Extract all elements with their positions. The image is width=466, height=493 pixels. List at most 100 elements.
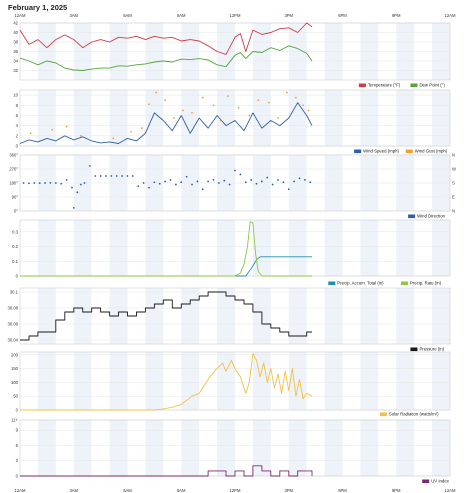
data-point [185,175,188,178]
data-point [110,175,113,177]
series-line [20,465,313,477]
series-line [20,352,313,411]
y-tick-label: 36 [13,49,18,54]
y-tick-label: 3 [16,458,19,463]
hour-band [432,90,450,146]
data-point [173,117,175,119]
hour-band [109,90,128,146]
data-point [158,182,161,185]
hour-band [360,352,379,410]
x-tick-label-top: 12AM [15,13,26,18]
hour-band [288,352,307,410]
data-point [33,182,36,184]
y-tick-label: 30.06 [8,322,19,327]
data-point [302,104,304,107]
data-point [223,179,226,182]
data-point [153,181,156,184]
y-tick-label: 2 [16,133,19,138]
data-point [248,114,251,117]
hour-band [181,352,200,410]
panel-frame [19,287,451,345]
data-point [155,91,158,94]
x-tick-label-top: 6PM [338,13,347,18]
data-point [76,191,79,194]
data-point [44,182,46,184]
hour-band [252,420,271,476]
y-tick-label: 0.2 [12,244,18,249]
data-point [260,180,263,183]
legend-label: Wind Speed (mph) [363,149,399,154]
x-tick-label-top: 3PM [284,13,293,18]
data-point [94,175,97,177]
data-point [88,164,91,167]
data-point [140,127,143,130]
hour-band [73,352,92,410]
data-point [180,181,183,184]
data-point [80,183,82,186]
hour-band [217,220,235,276]
y-tick-label: 6 [16,113,19,118]
hour-band [145,90,164,146]
data-point [65,178,68,181]
y-tick-label: 150 [11,366,19,371]
hour-band [252,90,271,146]
y-tick-label: 30.08 [8,306,19,311]
legend-swatch [410,347,418,352]
y-tick-label-right: E [452,195,455,200]
panel-solar: 0 50 100 150 200 Solar Radiation (watts/m²) [11,351,451,417]
hour-band [73,220,92,276]
hour-band [37,352,56,410]
data-point [191,183,193,186]
legend-label: Dew Point (°) [419,83,445,88]
hour-band [181,288,200,344]
data-point [121,175,124,177]
data-point [65,125,68,128]
y-tick-label: 42 [13,21,18,26]
hour-band [252,220,271,276]
legend-swatch [354,149,362,154]
hour-band [288,220,307,276]
panel-frame [19,154,451,212]
hour-band [181,90,200,146]
series-line [19,45,313,71]
data-point [38,182,41,185]
hour-band [252,352,271,410]
data-point [234,169,236,172]
hour-band [73,90,92,146]
panel-wind_direction: 0° 90° 180° 270° 360° N E S W N Wind Direction [9,153,456,219]
y-tick-label: 360° [9,153,18,158]
hour-band [217,420,235,476]
data-point [212,178,215,181]
legend-swatch [410,83,418,88]
x-tick-label-top: 9PM [392,13,401,18]
hour-band [145,352,164,410]
x-tick-label-bottom: 3AM [69,488,78,493]
hour-band [37,420,56,476]
data-point [268,101,270,104]
x-tick-label-top: 6AM [123,13,132,18]
data-point [60,182,63,185]
legend-label: UV Index [431,479,450,484]
data-point [244,181,247,184]
x-tick-label-top: 12PM [230,13,241,18]
data-point [295,96,297,99]
legend-swatch [401,281,409,286]
data-point [307,109,310,112]
data-point [201,188,204,191]
panel-wind: 0 2 4 6 8 10 Wind Gust (mph) Wind Speed (mph) [13,89,451,154]
data-point [51,128,54,131]
y-tick-label-right: W [452,167,456,172]
y-tick-label: 38 [13,40,18,45]
x-tick-label-top: 12AM [445,13,456,18]
data-point [228,183,231,186]
series-line [19,22,313,55]
data-point [72,206,75,209]
hour-band [396,288,415,344]
data-point [219,119,222,122]
data-point [22,182,25,184]
data-point [29,132,32,135]
x-tick-label-bottom: 12AM [445,488,456,493]
legend-label: Pressure (in) [419,347,444,352]
y-tick-label: 100 [11,380,19,385]
hour-band [324,90,343,146]
